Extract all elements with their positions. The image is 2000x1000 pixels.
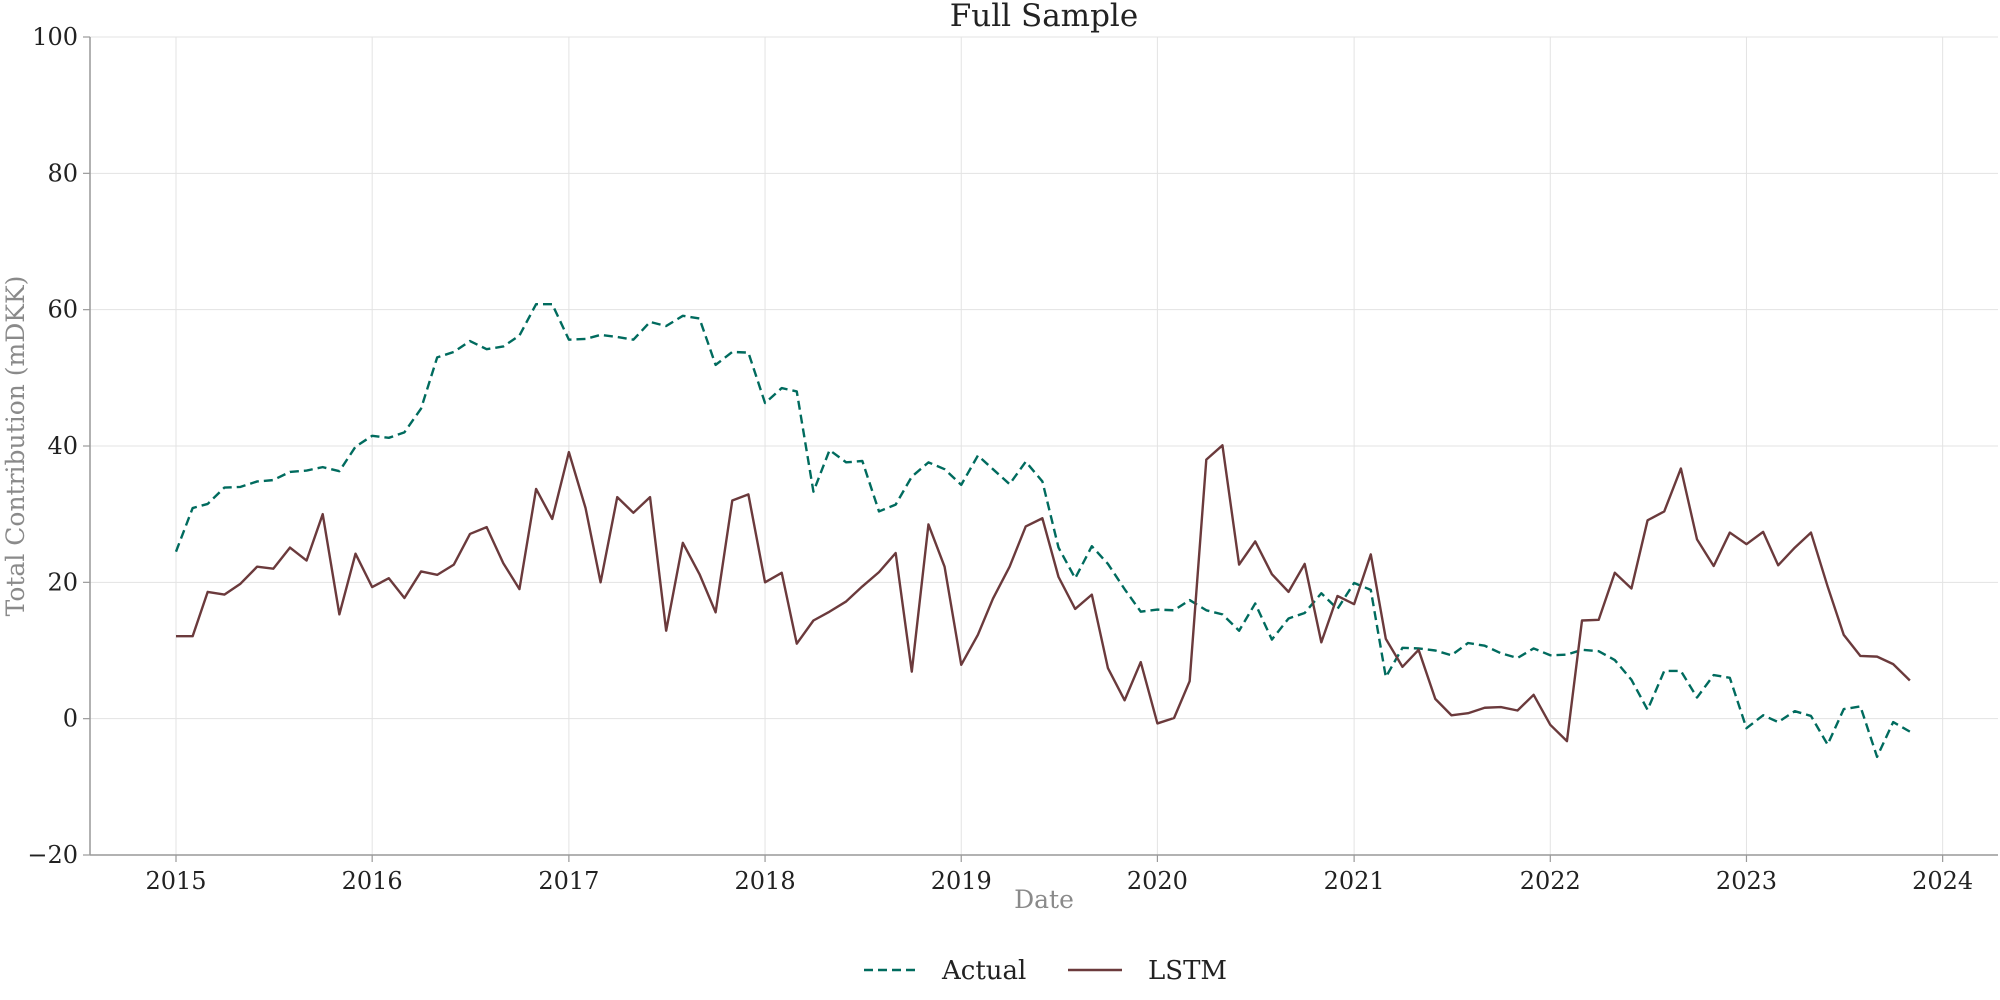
x-tick-label: 2016 (342, 867, 403, 895)
grid-lines (90, 36, 1998, 856)
y-tick-label: 80 (47, 159, 78, 187)
y-tick-label: 40 (47, 432, 78, 460)
legend-label-lstm: LSTM (1148, 956, 1227, 986)
x-tick-label: 2023 (1716, 867, 1777, 895)
y-tick-labels: −20 0 20 40 60 80 100 (27, 23, 90, 869)
y-tick-label: 100 (32, 23, 78, 51)
legend-label-actual: Actual (941, 956, 1026, 986)
x-tick-label: 2020 (1127, 867, 1188, 895)
y-tick-label: 60 (47, 296, 78, 324)
x-tick-label: 2019 (931, 867, 992, 895)
x-axis-label: Date (1014, 885, 1074, 914)
plot-series (174, 303, 1911, 759)
x-tick-label: 2017 (538, 867, 599, 895)
y-tick-label: −20 (27, 841, 78, 869)
series-line-actual (174, 303, 1911, 759)
x-tick-label: 2021 (1324, 867, 1385, 895)
y-axis-label: Total Contribution (mDKK) (1, 276, 30, 617)
series-line-lstm (175, 444, 1911, 743)
legend: Actual LSTM (864, 956, 1227, 986)
y-tick-label: 20 (47, 568, 78, 596)
x-tick-label: 2022 (1520, 867, 1581, 895)
x-tick-labels: 2015 2016 2017 2018 2019 2020 2021 2022 2023 2024 (145, 855, 1973, 895)
y-tick-label: 0 (63, 705, 78, 733)
chart-title: Full Sample (950, 0, 1138, 34)
x-tick-label: 2015 (145, 867, 206, 895)
x-tick-label: 2024 (1912, 867, 1973, 895)
x-tick-label: 2018 (735, 867, 796, 895)
